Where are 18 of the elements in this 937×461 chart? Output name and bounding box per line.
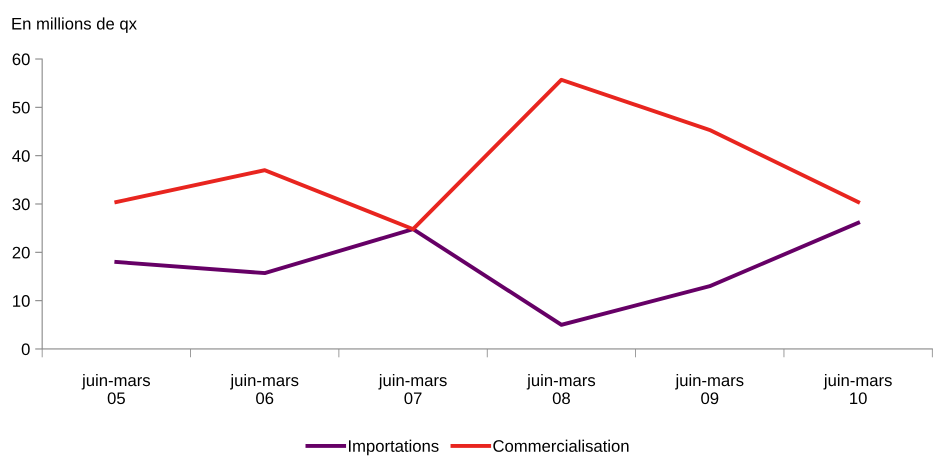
x-tick-label: juin-mars 06 — [230, 374, 298, 404]
legend-label: Importations — [348, 440, 439, 456]
x-tick-label: juin-mars 05 — [82, 374, 150, 404]
line-series — [114, 220, 860, 327]
x-tick-label: juin-mars 09 — [675, 374, 744, 404]
x-tick-label: juin-mars 10 — [823, 374, 892, 404]
y-axis-title: En millions de qx — [12, 17, 137, 33]
y-tick-label: 60 — [12, 53, 30, 66]
line-series — [114, 78, 860, 232]
y-tick-label: 20 — [12, 246, 30, 259]
y-tick-label: 40 — [12, 150, 30, 162]
y-tick-label: 0 — [22, 343, 30, 356]
y-tick-label: 30 — [12, 198, 30, 210]
x-tick-label: juin-mars 08 — [526, 374, 596, 404]
y-tick-label: 50 — [12, 102, 30, 114]
x-tick-label: juin-mars 07 — [378, 374, 447, 404]
y-tick-label: 10 — [13, 295, 30, 307]
legend-label: Commercialisation — [493, 440, 628, 452]
